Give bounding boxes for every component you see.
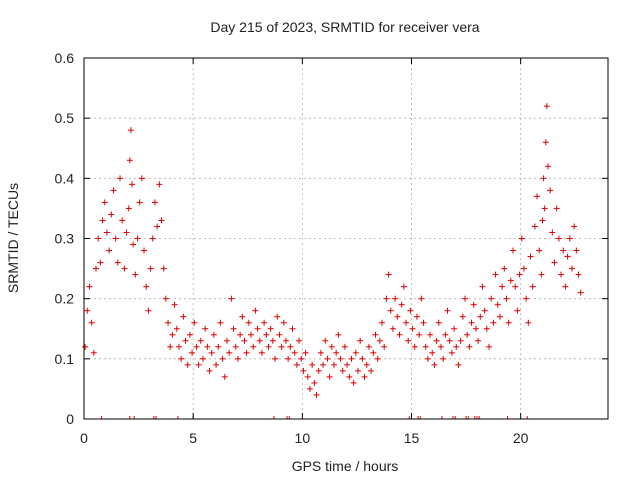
- y-tick-label: 0: [66, 411, 74, 427]
- x-tick-label: 15: [404, 430, 420, 446]
- x-tick-label: 10: [295, 430, 311, 446]
- chart-title: Day 215 of 2023, SRMTID for receiver ver…: [210, 19, 479, 35]
- data-points: [82, 103, 584, 398]
- y-tick-label: 0.3: [55, 231, 75, 247]
- y-tick-label: 0.4: [55, 170, 75, 186]
- y-tick-label: 0.2: [55, 291, 75, 307]
- x-axis-label: GPS time / hours: [292, 458, 399, 474]
- x-tick-label: 0: [80, 430, 88, 446]
- x-tick-label: 20: [513, 430, 529, 446]
- gridlines: [84, 58, 608, 419]
- axis-ticks: 0 5 10 15 20 0 0.1 0.2 0.3 0.4 0.5 0.6: [55, 50, 608, 446]
- y-axis-label: SRMTID / TECUs: [5, 183, 21, 293]
- y-tick-label: 0.5: [55, 110, 75, 126]
- x-tick-label: 5: [189, 430, 197, 446]
- y-tick-label: 0.6: [55, 50, 75, 66]
- y-tick-label: 0.1: [55, 351, 75, 367]
